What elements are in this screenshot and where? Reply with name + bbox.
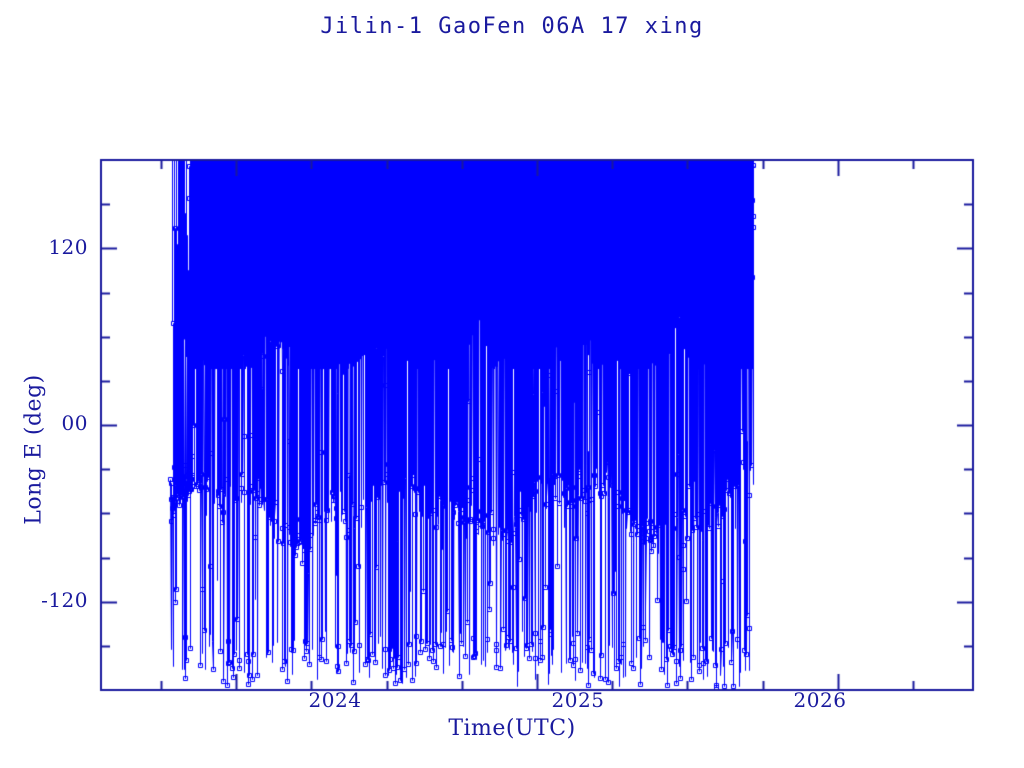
y-tick-label-0: 00 xyxy=(61,411,88,435)
page-title: Jilin-1 GaoFen 06A 17 xing xyxy=(320,14,704,39)
x-tick-label-2024: 2024 xyxy=(308,688,362,712)
x-axis-label: Time(UTC) xyxy=(448,716,576,741)
y-tick-label-120: 120 xyxy=(48,235,88,259)
y-axis-label: Long E (deg) xyxy=(21,374,47,525)
x-tick-label-2026: 2026 xyxy=(793,688,847,712)
y-tick-label-minus-120: -120 xyxy=(41,588,88,612)
x-tick-label-2025: 2025 xyxy=(551,688,605,712)
